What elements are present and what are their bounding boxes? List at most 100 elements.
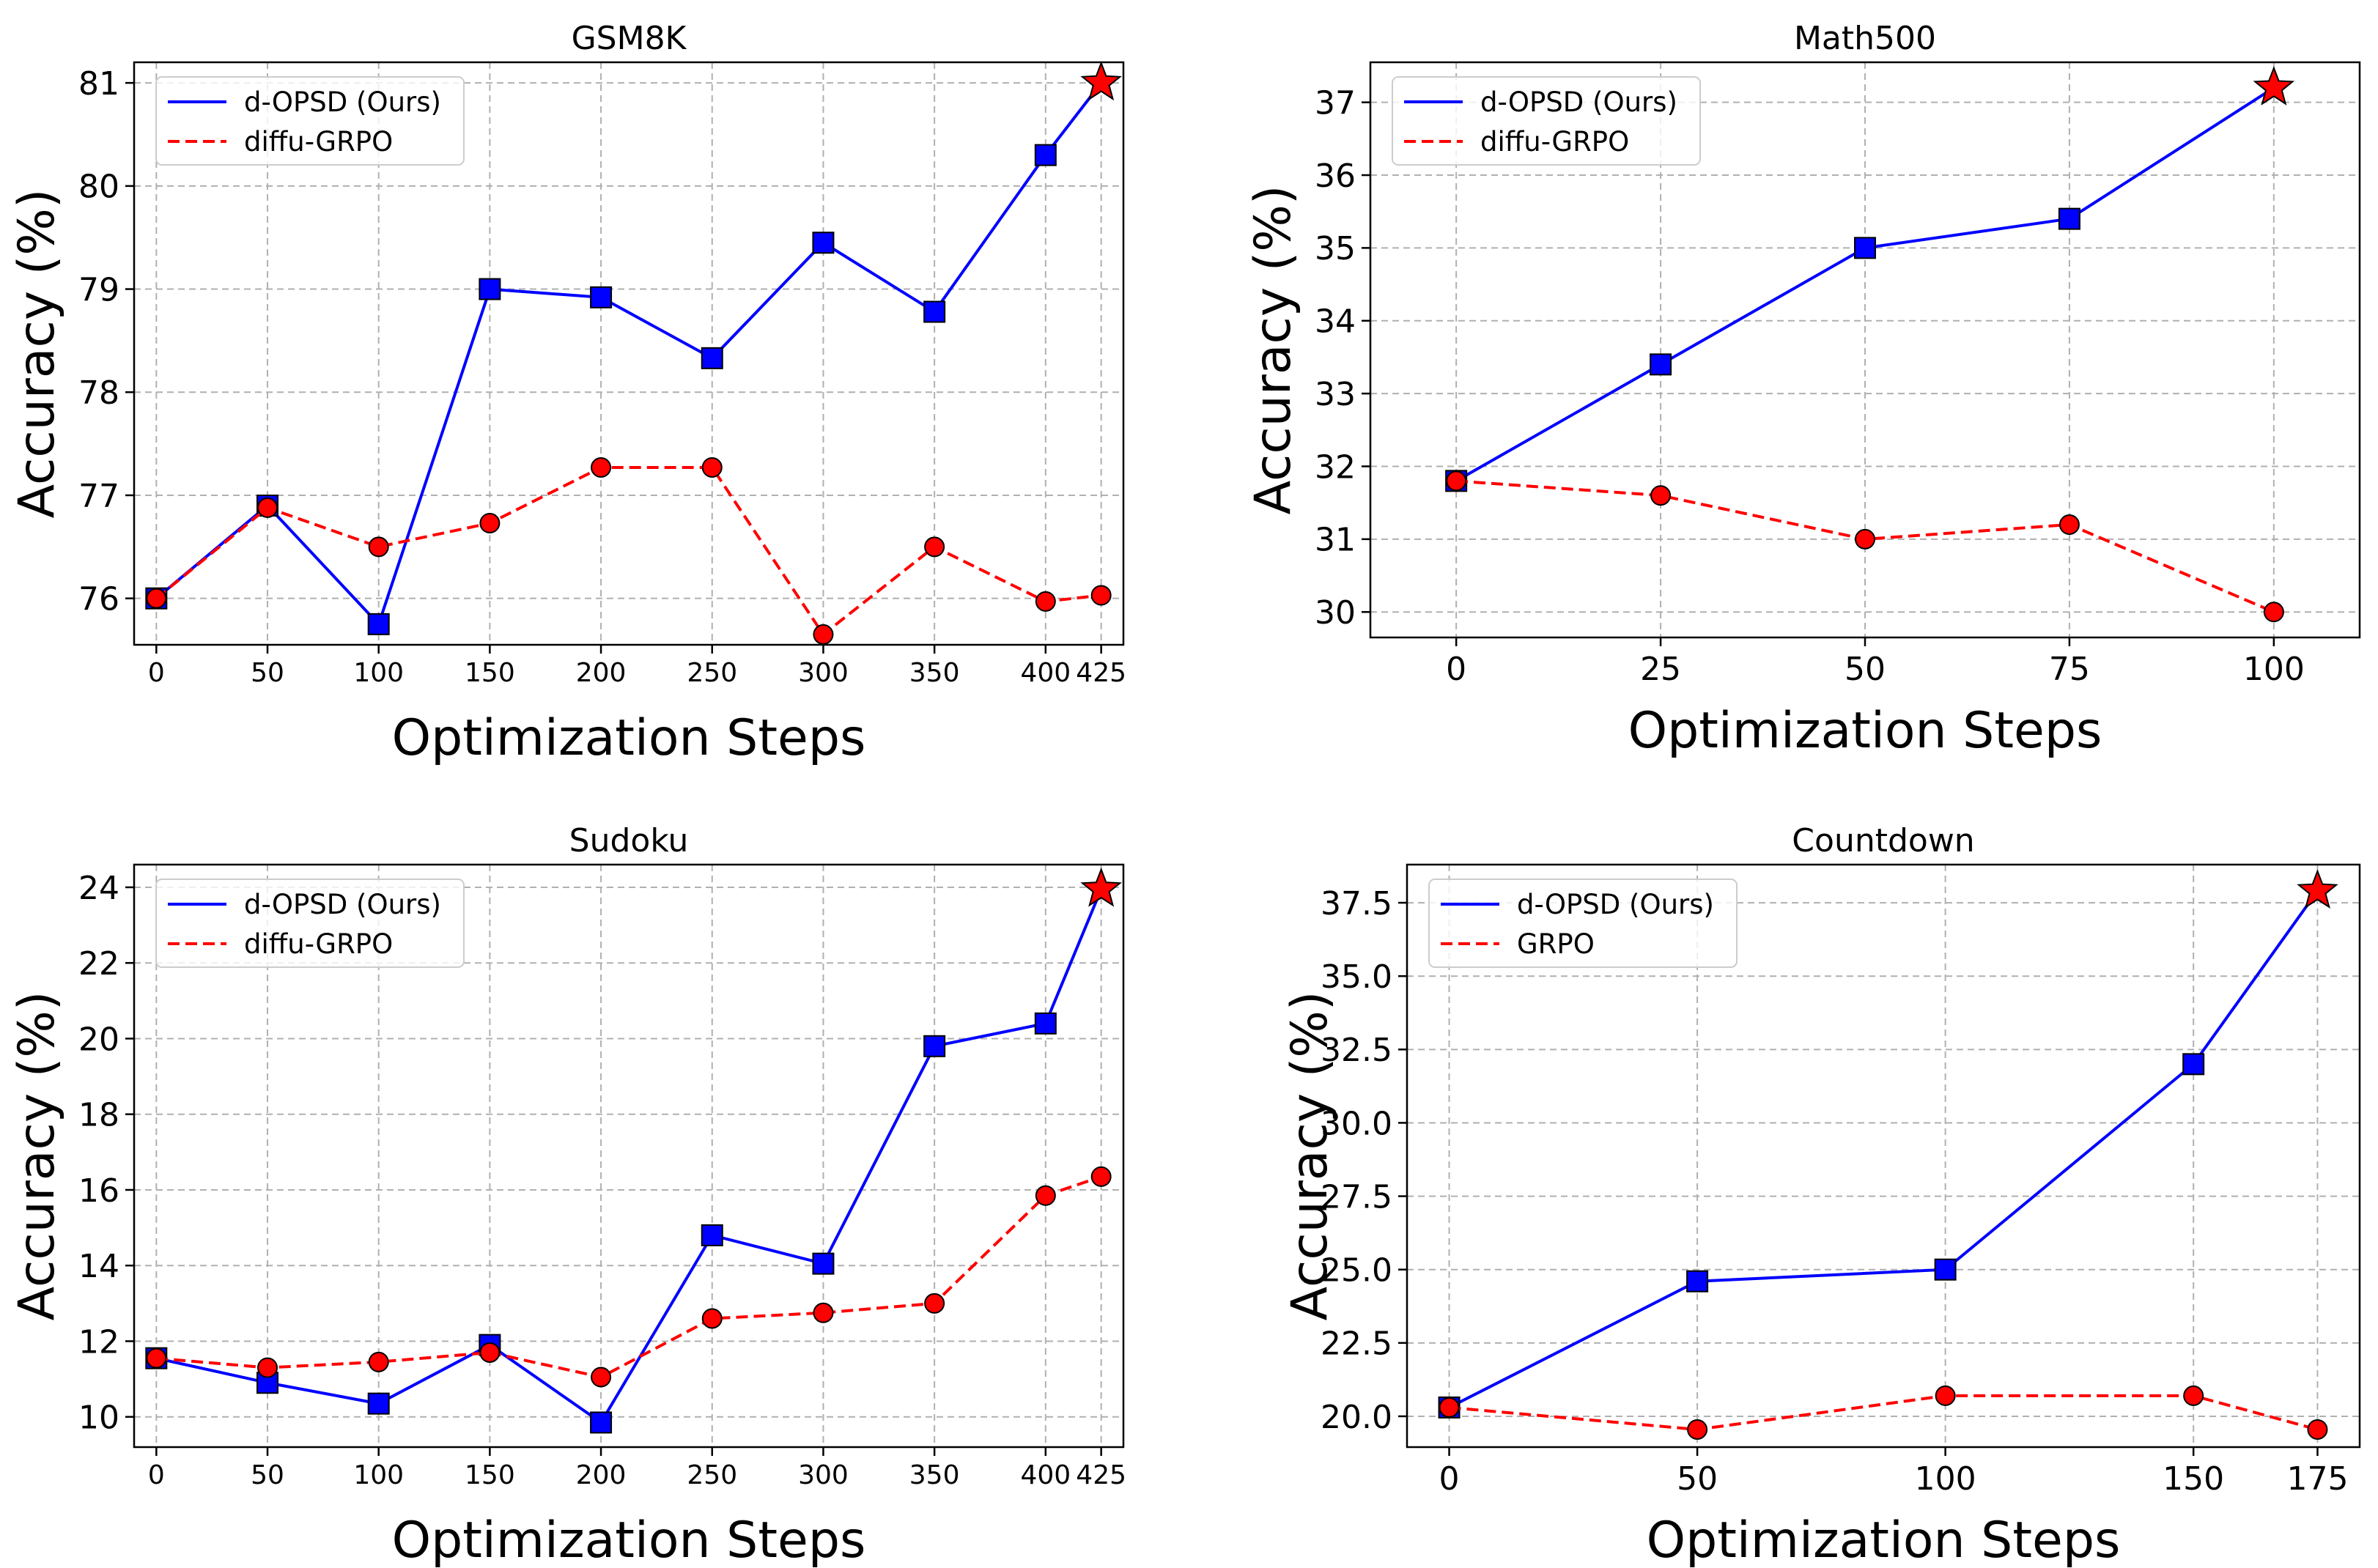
y-tick-label: 10 (78, 1399, 119, 1437)
legend: d-OPSD (Ours) diffu-GRPO (155, 879, 465, 968)
data-point (1650, 485, 1672, 506)
data-point (2182, 1053, 2205, 1076)
data-point (257, 497, 278, 518)
y-tick-label: 81 (78, 65, 119, 103)
y-tick-label: 34 (1315, 303, 1356, 341)
y-tick-label: 32 (1315, 448, 1356, 486)
data-point (1855, 528, 1875, 550)
x-tick-label: 400 (1020, 658, 1071, 688)
y-tick-label: 16 (78, 1172, 119, 1210)
series-line (155, 81, 1103, 627)
data-point (701, 1224, 723, 1246)
x-axis-label: Optimization Steps (392, 709, 866, 767)
x-tick-label: 0 (1446, 651, 1466, 688)
data-point (1935, 1385, 1956, 1406)
x-tick-label: 50 (1677, 1460, 1718, 1498)
data-point-star (2297, 869, 2338, 909)
y-tick-label: 30 (1315, 594, 1356, 632)
x-tick-label: 425 (1076, 658, 1126, 688)
axes-frame (1369, 61, 2361, 639)
data-point (2263, 602, 2284, 623)
data-point (257, 1357, 278, 1378)
x-tick-label: 0 (1439, 1460, 1460, 1498)
data-point (923, 300, 946, 323)
y-axis-label: Accuracy (%) (8, 189, 66, 519)
data-point (146, 588, 167, 609)
data-point (1854, 237, 1876, 259)
legend-box (1392, 76, 1701, 166)
y-tick-label: 24 (78, 870, 119, 907)
data-point (591, 1367, 612, 1388)
chart-title: GSM8K (572, 20, 687, 57)
legend-label: d-OPSD (Ours) (244, 889, 441, 920)
data-point (2058, 514, 2080, 535)
series-line (1448, 890, 2319, 1409)
x-axis-label: Optimization Steps (1628, 702, 2102, 760)
x-tick-label: 200 (576, 658, 627, 688)
data-point (701, 456, 723, 478)
data-point (813, 624, 834, 645)
data-point (367, 1392, 390, 1415)
x-tick-label: 150 (465, 1460, 515, 1490)
data-point (479, 512, 501, 533)
series-diffu-grpo (1446, 470, 2284, 623)
x-tick-label: 150 (2163, 1460, 2224, 1498)
y-tick-label: 35.0 (1321, 958, 1392, 996)
x-tick-label: 250 (687, 658, 737, 688)
y-tick-label: 37.5 (1321, 885, 1392, 922)
data-point (367, 613, 390, 635)
x-tick-label: 300 (798, 658, 849, 688)
series-grpo (1439, 1385, 2328, 1440)
y-tick-label: 32.5 (1321, 1032, 1392, 1069)
data-point (591, 456, 612, 478)
x-tick-label: 200 (576, 1460, 627, 1490)
grid (134, 865, 1123, 1447)
y-tick-label: 33 (1315, 376, 1356, 413)
data-point (1439, 1397, 1460, 1418)
grid (1407, 865, 2360, 1447)
legend-label: diffu-GRPO (244, 126, 393, 158)
y-tick-label: 12 (78, 1323, 119, 1361)
legend-label: diffu-GRPO (1480, 126, 1629, 158)
x-tick-label: 0 (148, 1460, 165, 1490)
series-diffu-grpo (146, 1166, 1112, 1388)
legend-label: GRPO (1517, 928, 1595, 960)
data-point (1035, 591, 1056, 612)
y-tick-label: 22 (78, 945, 119, 983)
legend-label: d-OPSD (Ours) (1480, 86, 1677, 118)
x-tick-label: 100 (2243, 651, 2305, 688)
legend-label: diffu-GRPO (244, 928, 393, 960)
data-point (590, 286, 613, 308)
data-point (368, 1351, 389, 1372)
y-tick-label: 78 (78, 374, 119, 412)
data-point (590, 1411, 613, 1434)
x-tick-label: 250 (687, 1460, 737, 1490)
legend-label: d-OPSD (Ours) (244, 86, 441, 118)
chart-panel-math500: 0 25 50 75 100 30 31 32 33 34 35 36 37 Math500 Optimiz… (1244, 20, 2361, 760)
x-tick-label: 75 (2049, 651, 2090, 688)
y-tick-label: 30.0 (1321, 1105, 1392, 1142)
y-tick-label: 20.0 (1321, 1399, 1392, 1436)
chart-panel-gsm8k: 0 50 100 150 200 250 300 350 400 425 76 77 78 79 80 81 G… (8, 20, 1126, 767)
legend: d-OPSD (Ours) GRPO (1428, 879, 1738, 968)
y-tick-label: 14 (78, 1248, 119, 1285)
chart-title: Countdown (1792, 822, 1974, 859)
data-point (1034, 1012, 1057, 1035)
data-point (1034, 144, 1057, 166)
x-tick-label: 350 (909, 658, 960, 688)
data-point (1090, 1166, 1112, 1187)
data-point (1650, 353, 1672, 376)
x-tick-label: 0 (148, 658, 165, 688)
data-point (479, 1342, 501, 1363)
axes-frame (133, 863, 1125, 1449)
y-axis-label: Accuracy (%) (1281, 991, 1339, 1321)
y-tick-label: 80 (78, 169, 119, 206)
data-point (1446, 470, 1467, 492)
chart-panel-sudoku: 0 50 100 150 200 250 300 350 400 425 10 12 14 16 18 20 2… (8, 822, 1126, 1568)
y-tick-label: 76 (78, 581, 119, 618)
x-tick-label: 50 (251, 658, 284, 688)
data-point (1687, 1419, 1708, 1440)
series-line (155, 888, 1103, 1425)
x-tick-label: 150 (465, 658, 515, 688)
